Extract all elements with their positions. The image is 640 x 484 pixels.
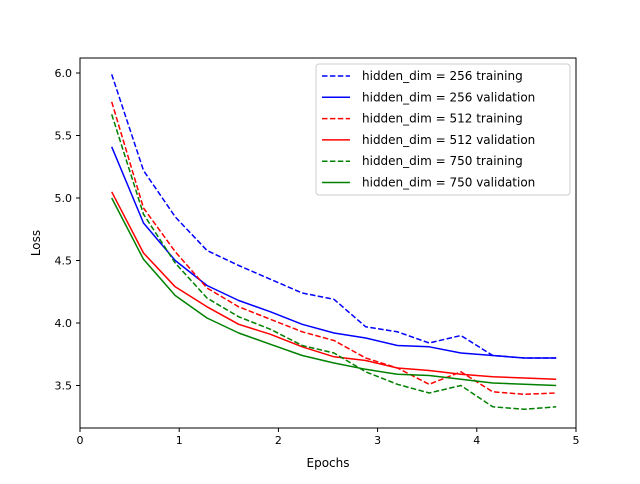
y-tick-label: 6.0 <box>55 67 73 80</box>
x-tick-label: 0 <box>77 434 84 447</box>
y-tick-label: 3.5 <box>55 380 73 393</box>
y-axis-label: Loss <box>29 230 43 256</box>
x-tick-label: 4 <box>473 434 480 447</box>
plot-area-frame <box>79 57 577 429</box>
x-tick-label: 1 <box>176 434 183 447</box>
legend: hidden_dim = 256 training hidden_dim = 25… <box>315 63 571 196</box>
y-tick-label: 5.0 <box>55 192 73 205</box>
x-axis: 0 1 2 3 4 5 <box>77 428 580 447</box>
y-tick-label: 5.5 <box>55 130 73 143</box>
x-tick-label: 5 <box>573 434 580 447</box>
y-axis: 3.5 4.0 4.5 5.0 5.5 6.0 <box>55 67 80 393</box>
legend-label: hidden_dim = 256 validation <box>362 90 535 104</box>
legend-label: hidden_dim = 512 validation <box>362 133 535 147</box>
x-tick-label: 3 <box>374 434 381 447</box>
x-axis-label: Epochs <box>307 456 350 470</box>
lines-layer <box>110 74 557 411</box>
y-tick-label: 4.5 <box>55 255 73 268</box>
legend-label: hidden_dim = 750 validation <box>362 176 535 190</box>
series-line-2 <box>111 146 557 359</box>
x-tick-label: 2 <box>275 434 282 447</box>
legend-label: hidden_dim = 256 training <box>362 69 523 83</box>
series-line-6 <box>111 197 557 387</box>
series-line-3 <box>110 101 557 396</box>
series-line-4 <box>111 191 557 381</box>
legend-label: hidden_dim = 512 training <box>362 112 523 126</box>
legend-box <box>315 63 571 196</box>
y-tick-label: 4.0 <box>55 317 73 330</box>
series-line-5 <box>110 114 557 411</box>
series-line-1 <box>110 74 557 359</box>
legend-label: hidden_dim = 750 training <box>362 154 523 168</box>
